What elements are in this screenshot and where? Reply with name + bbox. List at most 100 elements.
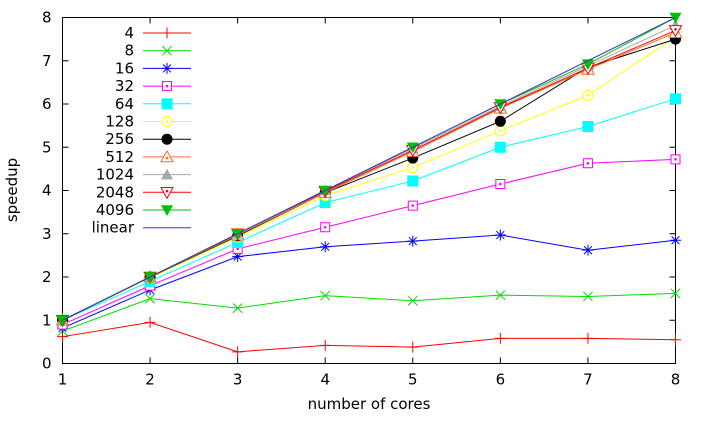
legend-item-2048: 2048: [96, 183, 191, 201]
y-tick-label: 5: [42, 138, 52, 156]
data-point-marker: [670, 288, 681, 299]
data-point-marker: [161, 27, 173, 39]
legend-item-512: 512: [105, 148, 191, 166]
x-axis: 1 2 3 4 5 6 7 8: [58, 17, 681, 389]
data-point-marker: [670, 334, 681, 346]
data-point-marker: [494, 115, 506, 127]
x-tick-label: 6: [496, 371, 506, 389]
series-32: [57, 154, 681, 330]
marker-center-dot: [236, 247, 239, 251]
marker-center-dot: [165, 156, 169, 160]
y-tick-label: 0: [42, 355, 52, 373]
legend-label: 16: [115, 59, 134, 77]
legend-label: 8: [124, 42, 134, 60]
data-point-marker: [161, 205, 173, 216]
series-line-128: [62, 36, 676, 321]
x-tick-label: 2: [145, 371, 155, 389]
x-tick-label: 7: [583, 371, 593, 389]
data-point-marker: [232, 251, 244, 263]
series-line-linear: [62, 17, 676, 321]
series-line-4: [62, 321, 676, 353]
y-tick-label: 6: [42, 95, 52, 113]
legend-item-linear: linear: [92, 219, 191, 237]
y-tick-label: 1: [42, 311, 52, 329]
data-point-marker: [582, 120, 594, 132]
data-point-marker: [160, 149, 174, 163]
data-point-marker: [407, 341, 419, 353]
legend-label: 64: [115, 95, 134, 113]
data-point-marker: [582, 244, 594, 256]
data-point-marker: [669, 12, 682, 24]
marker-center-dot: [411, 166, 415, 169]
marker-center-dot: [674, 27, 677, 31]
marker-center-dot: [323, 225, 327, 229]
marker-center-dot: [411, 204, 415, 207]
marker-center-dot: [165, 84, 169, 88]
data-point-marker: [319, 339, 331, 351]
legend-label: linear: [92, 219, 135, 237]
data-point-marker: [162, 45, 172, 56]
marker-center-dot: [586, 94, 590, 97]
marker-center-dot: [586, 161, 590, 165]
y-tick-label: 8: [42, 9, 52, 27]
data-point-marker: [160, 187, 174, 200]
legend-item-1024: 1024: [96, 166, 191, 184]
legend-item-4096: 4096: [96, 201, 191, 219]
data-point-marker: [319, 185, 332, 197]
data-point-marker: [494, 99, 507, 110]
legend-label: 128: [105, 113, 134, 131]
marker-center-dot: [165, 189, 169, 193]
legend-item-64: 64: [115, 95, 191, 113]
y-tick-label: 3: [42, 225, 52, 243]
y-tick-label: 7: [42, 52, 52, 70]
data-point-marker: [494, 332, 506, 344]
data-point-marker: [407, 235, 419, 247]
y-tick-label: 4: [42, 182, 52, 200]
data-point-marker: [320, 290, 331, 301]
legend-label: 4096: [96, 201, 134, 219]
data-point-marker: [582, 291, 593, 302]
x-tick-label: 5: [408, 371, 418, 389]
marker-center-dot: [674, 158, 677, 161]
legend-label: 256: [105, 130, 134, 148]
legend-label: 512: [105, 148, 134, 166]
legend-item-4: 4: [124, 24, 191, 42]
legend-item-16: 16: [115, 59, 191, 77]
marker-center-dot: [499, 182, 502, 186]
data-point-marker: [145, 293, 156, 304]
data-point-marker: [161, 98, 173, 110]
marker-center-dot: [499, 129, 502, 133]
legend-item-128: 128: [105, 113, 191, 131]
data-point-marker: [144, 272, 157, 283]
x-tick-label: 8: [671, 371, 681, 389]
data-point-marker: [582, 332, 594, 344]
data-point-marker: [670, 234, 681, 246]
y-tick-label: 2: [42, 268, 52, 286]
x-tick-label: 1: [58, 371, 68, 389]
legend-item-256: 256: [105, 130, 191, 148]
data-point-marker: [407, 295, 418, 306]
data-point-marker: [495, 290, 506, 301]
data-point-marker: [161, 62, 173, 74]
data-point-marker: [232, 303, 243, 314]
series-line-64: [62, 98, 676, 321]
series-8: [57, 288, 681, 337]
data-point-marker: [407, 175, 419, 187]
data-point-marker: [161, 168, 173, 180]
legend-item-32: 32: [115, 77, 191, 95]
x-axis-title: number of cores: [308, 395, 431, 413]
data-point-marker: [232, 346, 244, 358]
legend-label: 32: [115, 77, 134, 95]
data-point-marker: [56, 315, 69, 327]
legend-label: 1024: [96, 166, 134, 184]
legend-item-8: 8: [124, 42, 191, 60]
data-point-marker: [144, 316, 156, 328]
x-tick-label: 3: [233, 371, 243, 389]
data-point-marker: [319, 197, 331, 209]
data-point-marker: [231, 228, 244, 240]
legend-label: 2048: [96, 183, 134, 201]
data-point-marker: [670, 93, 681, 105]
series-line-16: [62, 234, 676, 329]
